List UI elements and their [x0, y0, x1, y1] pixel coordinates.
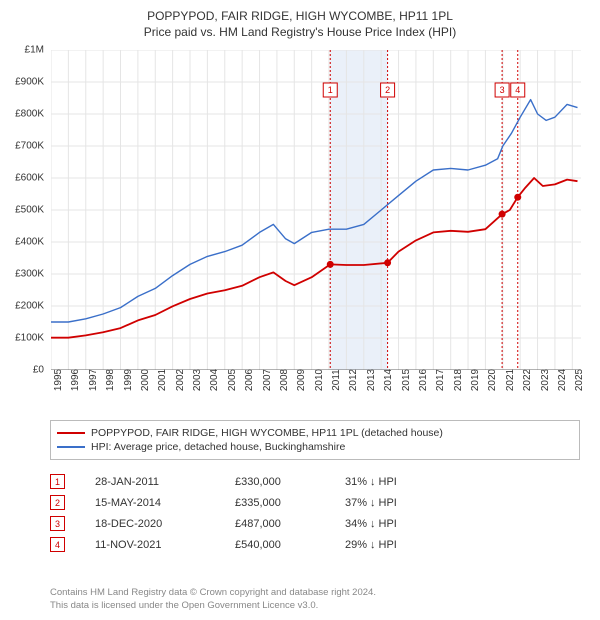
x-tick-label: 2023 — [540, 369, 551, 391]
x-tick-label: 1999 — [123, 369, 134, 391]
table-row: 3 18-DEC-2020£487,00034%↓HPI — [50, 516, 580, 531]
marker-number-box: 2 — [50, 495, 65, 510]
chart-subtitle: Price paid vs. HM Land Registry's House … — [0, 25, 600, 39]
x-tick-label: 2001 — [157, 369, 168, 391]
y-tick-label: £1M — [25, 45, 44, 56]
table-row: 2 15-MAY-2014£335,00037%↓HPI — [50, 495, 580, 510]
marker-number-box: 4 — [50, 537, 65, 552]
x-tick-label: 2019 — [470, 369, 481, 391]
y-tick-label: £100K — [15, 333, 44, 344]
y-tick-label: £300K — [15, 269, 44, 280]
x-tick-label: 2015 — [401, 369, 412, 391]
x-tick-label: 2013 — [366, 369, 377, 391]
y-tick-label: £400K — [15, 237, 44, 248]
x-tick-label: 1996 — [70, 369, 81, 391]
x-tick-label: 2003 — [192, 369, 203, 391]
x-tick-label: 2011 — [331, 369, 342, 391]
sale-price: £335,000 — [235, 497, 345, 509]
hpi-delta: 37%↓HPI — [345, 497, 445, 509]
table-row: 4 11-NOV-2021£540,00029%↓HPI — [50, 537, 580, 552]
sale-date: 28-JAN-2011 — [95, 476, 235, 488]
sale-price: £330,000 — [235, 476, 345, 488]
legend-swatch — [57, 446, 85, 448]
y-tick-label: £900K — [15, 77, 44, 88]
legend: POPPYPOD, FAIR RIDGE, HIGH WYCOMBE, HP11… — [50, 420, 580, 460]
x-tick-label: 1997 — [88, 369, 99, 391]
sale-price: £487,000 — [235, 518, 345, 530]
footer-line-2: This data is licensed under the Open Gov… — [50, 600, 580, 612]
hpi-delta: 31%↓HPI — [345, 476, 445, 488]
y-axis: £0£100K£200K£300K£400K£500K£600K£700K£80… — [0, 50, 48, 370]
x-tick-label: 2014 — [383, 369, 394, 391]
x-tick-label: 2025 — [574, 369, 585, 391]
y-tick-label: £500K — [15, 205, 44, 216]
x-tick-label: 2016 — [418, 369, 429, 391]
x-tick-label: 1995 — [53, 369, 64, 391]
hpi-delta: 29%↓HPI — [345, 539, 445, 551]
marker-number-box: 3 — [50, 516, 65, 531]
x-tick-label: 2006 — [244, 369, 255, 391]
marker-number-box: 1 — [50, 474, 65, 489]
footer-line-1: Contains HM Land Registry data © Crown c… — [50, 587, 580, 599]
x-tick-label: 2021 — [505, 369, 516, 391]
x-tick-label: 2005 — [227, 369, 238, 391]
y-tick-label: £800K — [15, 109, 44, 120]
svg-text:2: 2 — [385, 85, 390, 95]
chart-svg: 1 2 34 — [51, 50, 581, 370]
x-tick-label: 2017 — [435, 369, 446, 391]
x-tick-label: 2022 — [522, 369, 533, 391]
svg-text:1: 1 — [328, 85, 333, 95]
chart-title: POPPYPOD, FAIR RIDGE, HIGH WYCOMBE, HP11… — [0, 0, 600, 25]
x-tick-label: 2012 — [348, 369, 359, 391]
sales-table: 128-JAN-2011£330,00031%↓HPI215-MAY-2014£… — [50, 468, 580, 558]
x-tick-label: 2004 — [209, 369, 220, 391]
x-axis: 1995199619971998199920002001200220032004… — [50, 375, 580, 415]
sale-date: 15-MAY-2014 — [95, 497, 235, 509]
x-tick-label: 2018 — [453, 369, 464, 391]
x-tick-label: 2009 — [296, 369, 307, 391]
table-row: 1 28-JAN-2011£330,00031%↓HPI — [50, 474, 580, 489]
sale-date: 11-NOV-2021 — [95, 539, 235, 551]
legend-label: POPPYPOD, FAIR RIDGE, HIGH WYCOMBE, HP11… — [91, 427, 443, 439]
x-tick-label: 2024 — [557, 369, 568, 391]
legend-item: HPI: Average price, detached house, Buck… — [57, 441, 573, 453]
hpi-delta: 34%↓HPI — [345, 518, 445, 530]
chart-container: { "header": { "title": "POPPYPOD, FAIR R… — [0, 0, 600, 620]
y-tick-label: £0 — [33, 365, 44, 376]
svg-text:4: 4 — [515, 85, 520, 95]
x-tick-label: 1998 — [105, 369, 116, 391]
legend-swatch — [57, 432, 85, 434]
legend-item: POPPYPOD, FAIR RIDGE, HIGH WYCOMBE, HP11… — [57, 427, 573, 439]
x-tick-label: 2000 — [140, 369, 151, 391]
x-tick-label: 2008 — [279, 369, 290, 391]
x-tick-label: 2020 — [487, 369, 498, 391]
plot-area: 1 2 34 — [50, 50, 581, 370]
x-tick-label: 2010 — [314, 369, 325, 391]
legend-label: HPI: Average price, detached house, Buck… — [91, 441, 345, 453]
sale-price: £540,000 — [235, 539, 345, 551]
sale-date: 18-DEC-2020 — [95, 518, 235, 530]
x-tick-label: 2007 — [262, 369, 273, 391]
y-tick-label: £200K — [15, 301, 44, 312]
x-tick-label: 2002 — [175, 369, 186, 391]
attribution-footer: Contains HM Land Registry data © Crown c… — [50, 587, 580, 612]
y-tick-label: £700K — [15, 141, 44, 152]
y-tick-label: £600K — [15, 173, 44, 184]
svg-text:3: 3 — [500, 85, 505, 95]
